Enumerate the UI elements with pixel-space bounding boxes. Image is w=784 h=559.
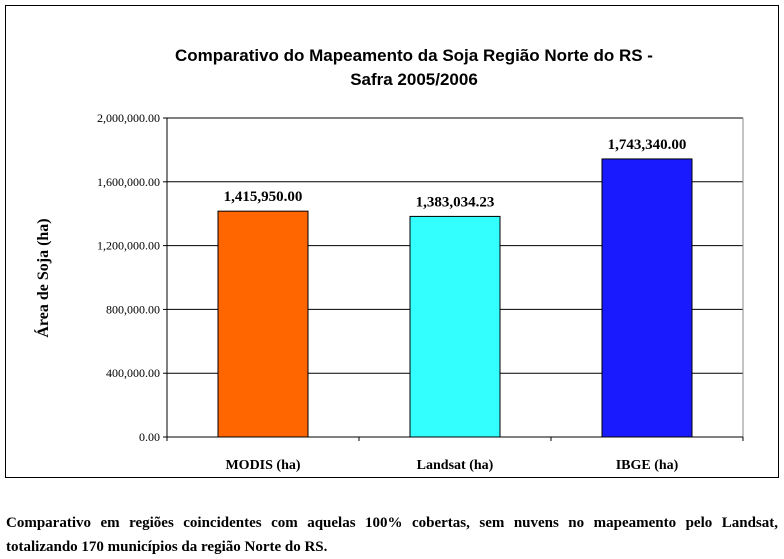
data-label: 1,383,034.23 [416, 194, 495, 210]
y-tick-label: 800,000.00 [106, 302, 160, 316]
x-tick-label: Landsat (ha) [417, 458, 494, 473]
bar [217, 210, 309, 438]
y-tick-label: 1,200,000.00 [97, 239, 160, 253]
caption: Comparativo em regiões coincidentes com … [6, 515, 778, 555]
x-tick-label: IBGE (ha) [616, 458, 679, 473]
y-tick-label: 400,000.00 [106, 366, 160, 380]
chart-title: Safra 2005/2006 [350, 70, 478, 89]
chart-title: Comparativo do Mapeamento da Soja Região… [175, 46, 653, 65]
data-label: 1,415,950.00 [224, 189, 303, 205]
y-tick-label: 0.00 [139, 430, 160, 444]
y-axis-label: Área de Soja (ha) [33, 218, 52, 337]
chart: Comparativo do Mapeamento da Soja Região… [5, 5, 779, 478]
bar [601, 158, 693, 438]
bar [409, 215, 501, 438]
y-tick-label: 1,600,000.00 [97, 175, 160, 189]
x-tick-label: MODIS (ha) [225, 458, 300, 473]
y-tick-label: 2,000,000.00 [97, 111, 160, 125]
data-label: 1,743,340.00 [608, 137, 687, 153]
